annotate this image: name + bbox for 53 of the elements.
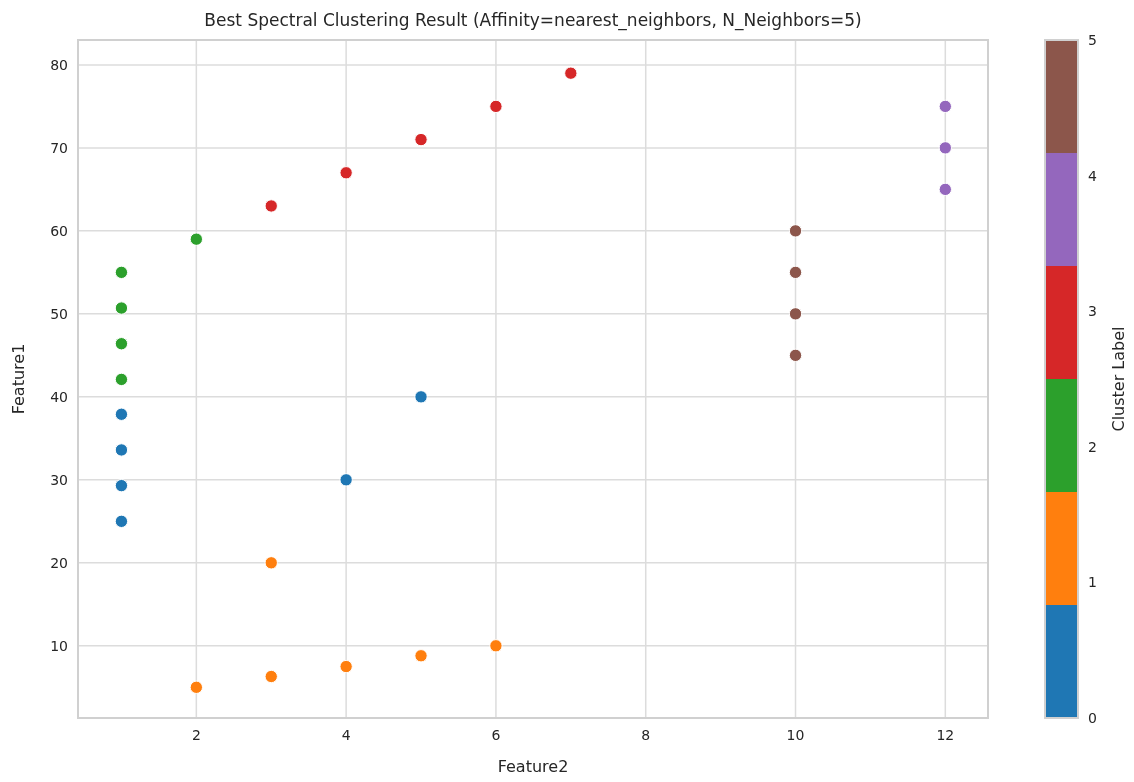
point [938, 141, 952, 155]
point [114, 478, 129, 493]
color-bar-label: 5 [1088, 32, 1097, 48]
point [414, 390, 428, 404]
x-tick-label: 6 [491, 727, 501, 743]
point [414, 132, 428, 147]
y-tick-label: 10 [50, 637, 68, 654]
y-tick-label: 20 [50, 554, 68, 571]
point [788, 348, 803, 363]
y-axis-title: Feature1 [9, 343, 28, 415]
point [264, 556, 278, 570]
x-tick-label: 2 [191, 727, 201, 743]
color-bar-label: 2 [1088, 438, 1097, 455]
point [564, 66, 578, 80]
color-bar-label: 3 [1088, 303, 1097, 320]
y-tick-label: 40 [50, 388, 68, 405]
x-axis-title: Feature2 [497, 757, 569, 776]
point [489, 99, 503, 114]
point [938, 99, 952, 114]
point [489, 639, 503, 653]
point [114, 407, 129, 421]
color-bar-label: 0 [1088, 710, 1097, 726]
x-tick-label: 12 [936, 727, 955, 743]
x-tick-label: 10 [786, 727, 805, 743]
point [339, 659, 353, 674]
point [114, 443, 129, 457]
point [264, 669, 278, 684]
x-tick-label: 4 [341, 727, 351, 743]
point [114, 337, 129, 351]
point [264, 199, 278, 213]
y-tick-label: 30 [50, 471, 68, 488]
y-tick-label: 80 [50, 56, 68, 73]
point [114, 514, 129, 528]
point [788, 307, 803, 321]
chart-title: Best Spectral Clustering Result (Affinity=nearest_neighbors, N_Neighbors=5) [204, 10, 862, 31]
y-tick-label: 60 [50, 222, 68, 239]
point [414, 649, 428, 663]
color-bar-label: 1 [1088, 574, 1097, 591]
color-bar-title: Cluster Label [1109, 326, 1128, 432]
point [938, 182, 952, 197]
point [339, 166, 353, 180]
color-bar-label: 4 [1088, 167, 1097, 184]
y-tick-label: 50 [50, 305, 68, 322]
x-tick-label: 8 [641, 727, 651, 743]
point [114, 372, 129, 387]
y-tick-label: 70 [50, 139, 68, 156]
point [189, 232, 204, 246]
point [788, 224, 803, 238]
point [788, 265, 803, 280]
point [114, 265, 129, 280]
point [339, 473, 353, 487]
point [189, 680, 204, 694]
point [114, 301, 129, 315]
